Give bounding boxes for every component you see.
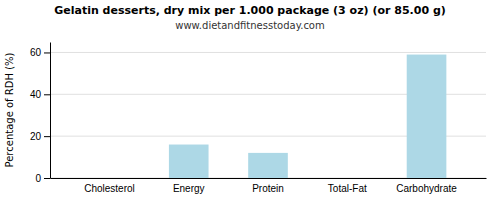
bar <box>327 178 367 179</box>
bars <box>169 55 446 178</box>
grid <box>50 52 486 178</box>
bar <box>169 145 209 178</box>
y-tick: 40 <box>30 89 50 100</box>
y-tick-label: 40 <box>30 89 42 100</box>
bar <box>90 178 130 179</box>
title: Gelatin desserts, dry mix per 1.000 pack… <box>54 4 446 17</box>
y-tick: 20 <box>30 131 50 142</box>
x-tick: Total-Fat <box>328 183 367 194</box>
chart: Gelatin desserts, dry mix per 1.000 pack… <box>0 0 500 200</box>
y-tick-mark <box>44 136 50 137</box>
x-tick-label: Carbohydrate <box>396 183 457 194</box>
x-tick-label: Cholesterol <box>84 183 135 194</box>
grid-line <box>50 52 486 53</box>
x-tick: Carbohydrate <box>396 183 457 194</box>
x-axis: Cholesterol Energy Protein Total-Fat Carbohy… <box>51 179 487 195</box>
y-axis-line <box>50 43 51 179</box>
y-tick-mark <box>44 178 50 179</box>
y-axis: 0 20 40 60 <box>30 43 51 184</box>
y-tick-label: 20 <box>30 131 42 142</box>
x-tick-label: Energy <box>173 183 205 194</box>
y-tick-mark <box>44 52 50 53</box>
x-tick: Protein <box>252 183 284 194</box>
y-tick: 60 <box>30 47 50 58</box>
x-tick: Cholesterol <box>84 183 135 194</box>
bar <box>248 153 288 178</box>
y-axis-title: Percentage of RDH (%) <box>4 52 15 167</box>
x-tick-label: Total-Fat <box>328 183 367 194</box>
bar <box>407 55 447 178</box>
x-axis-line <box>51 178 487 179</box>
y-tick-label: 0 <box>35 173 41 184</box>
y-tick-mark <box>44 94 50 95</box>
subtitle: www.dietandfitnesstoday.com <box>175 20 324 31</box>
x-tick: Energy <box>173 183 205 194</box>
plot: Cholesterol Energy Protein Total-Fat Carbohy… <box>30 43 487 195</box>
y-tick: 0 <box>35 173 50 184</box>
y-tick-label: 60 <box>30 47 42 58</box>
x-tick-label: Protein <box>252 183 284 194</box>
